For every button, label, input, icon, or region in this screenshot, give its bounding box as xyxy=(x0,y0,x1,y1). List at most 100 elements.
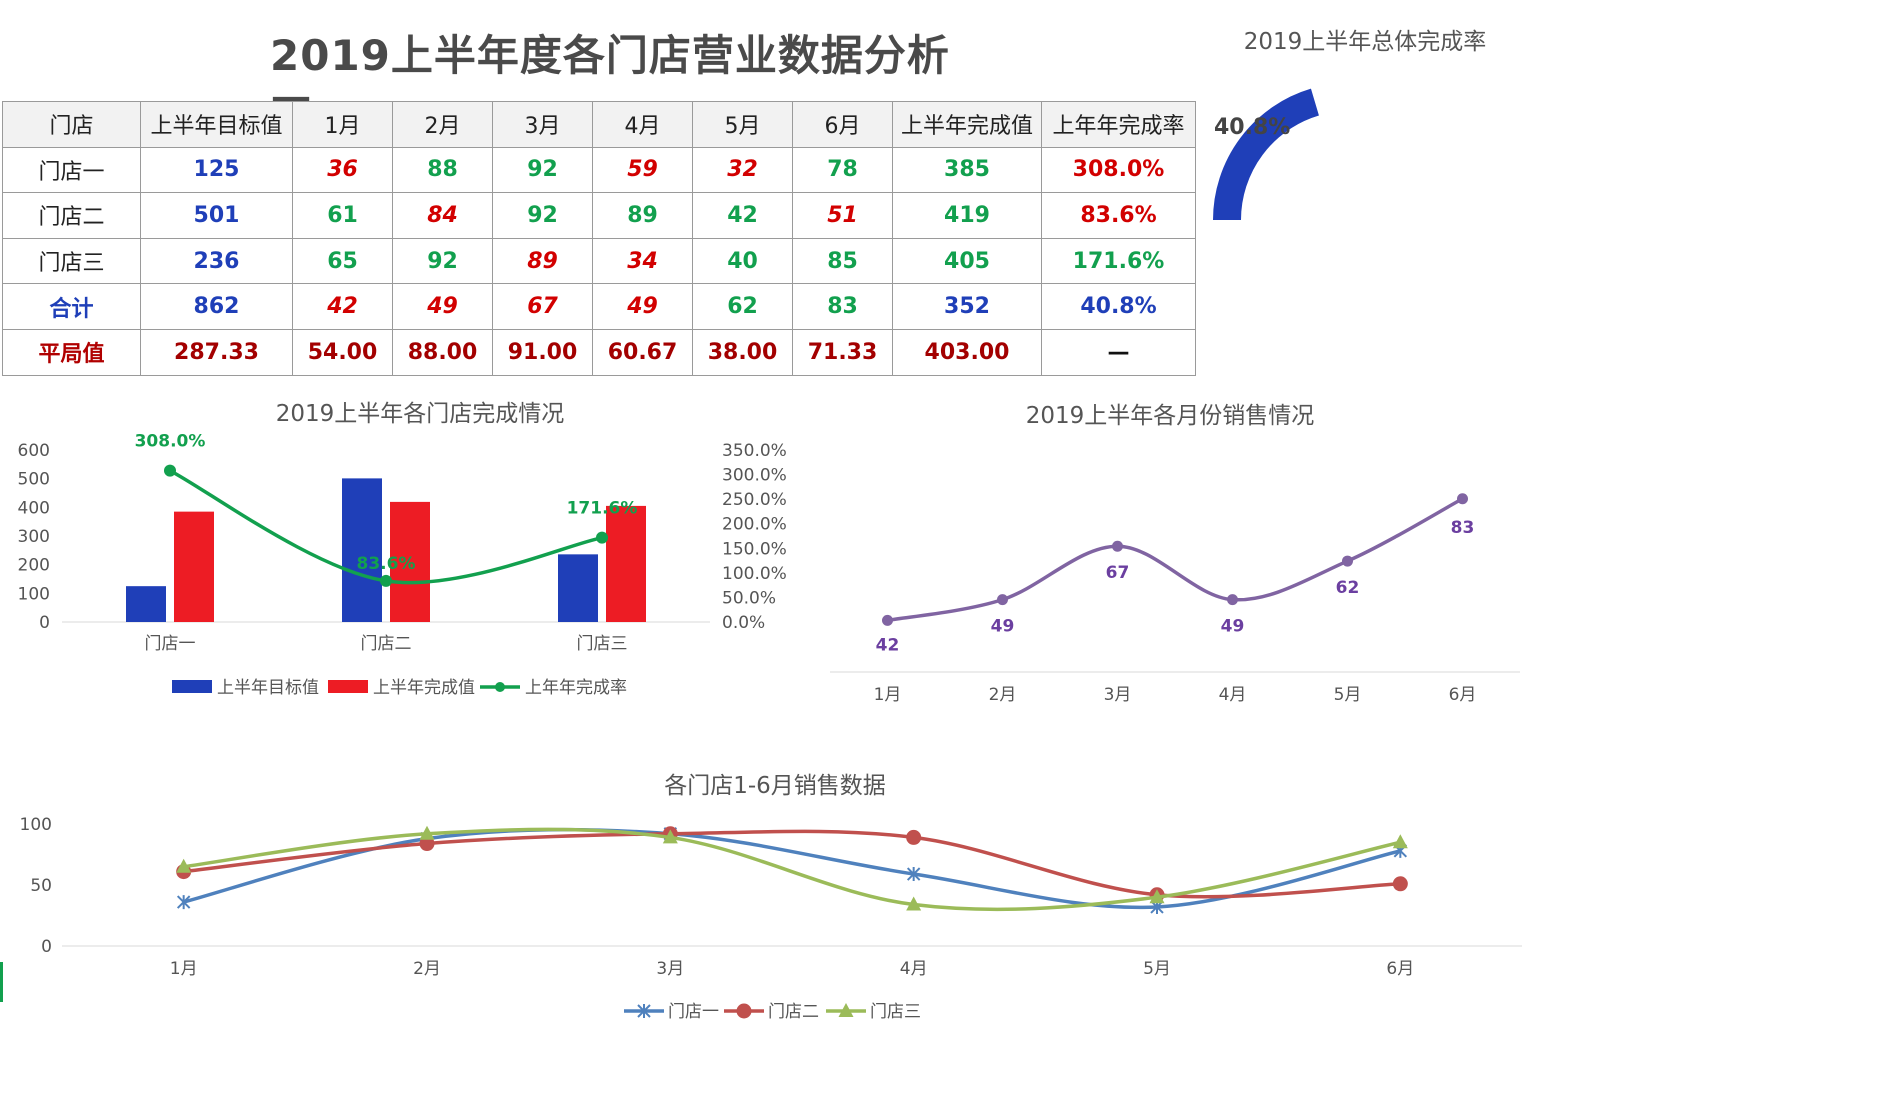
cell: 34 xyxy=(592,237,693,285)
table-header-row: 门店 上半年目标值 1月 2月 3月 4月 5月 6月 上半年完成值 上年年完成… xyxy=(2,101,1196,148)
cell: 36 xyxy=(292,146,393,194)
sales-point xyxy=(882,614,893,626)
cell: 71.33 xyxy=(792,328,893,376)
series-line xyxy=(183,829,1401,899)
y-tick-label: 0 xyxy=(39,613,50,633)
x-tick-label: 4月 xyxy=(900,959,928,979)
legend-label: 上半年完成值 xyxy=(373,678,475,698)
header-jan: 1月 xyxy=(292,101,393,148)
series-point xyxy=(1392,876,1408,892)
cell: 287.33 xyxy=(140,328,293,376)
row-name: 门店一 xyxy=(2,146,141,194)
cell: 61 xyxy=(292,192,393,239)
cell: — xyxy=(1041,328,1196,376)
cell: 405 xyxy=(892,237,1042,285)
x-tick-label: 3月 xyxy=(1104,685,1132,705)
cell: 49 xyxy=(592,283,693,330)
y-tick-label: 200 xyxy=(18,556,50,576)
sales-point xyxy=(1227,594,1238,606)
cell: 84 xyxy=(392,192,493,239)
y-tick-label: 600 xyxy=(18,441,50,461)
series-point xyxy=(906,867,921,882)
data-label: 62 xyxy=(1336,578,1360,598)
header-feb: 2月 xyxy=(392,101,493,148)
accent-bar xyxy=(0,962,3,1002)
cell: 40 xyxy=(692,237,793,285)
cell: 32 xyxy=(692,146,793,194)
sales-line xyxy=(887,497,1464,623)
cell: 67 xyxy=(492,283,593,330)
bar xyxy=(558,554,598,622)
y-tick-label: 400 xyxy=(18,498,50,518)
table-row: 门店一 125 36 88 92 59 32 78 385 308.0% xyxy=(2,146,1196,194)
cell: 92 xyxy=(392,237,493,285)
cell: 60.67 xyxy=(592,328,693,376)
rate-point xyxy=(596,531,608,544)
series-point xyxy=(1149,889,1165,904)
header-apr: 4月 xyxy=(592,101,693,148)
series-point xyxy=(1392,834,1408,849)
x-tick-label: 1月 xyxy=(874,685,902,705)
series-point xyxy=(838,1003,854,1017)
header-jun: 6月 xyxy=(792,101,893,148)
store-completion-chart: 0 100 200 300 400 500 600 0.0% 50.0% 100.0% 150.0%… xyxy=(18,432,787,698)
cell: 236 xyxy=(140,237,293,285)
sales-table: 门店 上半年目标值 1月 2月 3月 4月 5月 6月 上半年完成值 上年年完成… xyxy=(2,101,1196,376)
y2-tick-label: 0.0% xyxy=(722,613,765,633)
y2-tick-label: 350.0% xyxy=(722,441,787,461)
data-label: 83.6% xyxy=(357,554,416,574)
y2-tick-label: 200.0% xyxy=(722,515,787,535)
series-point xyxy=(906,896,922,911)
y2-tick-label: 50.0% xyxy=(722,588,776,608)
cell: 308.0% xyxy=(1041,146,1196,194)
data-label: 171.6% xyxy=(567,499,638,519)
bar xyxy=(126,586,166,622)
sales-point xyxy=(1342,555,1353,567)
sales-point xyxy=(1457,493,1468,505)
sales-point xyxy=(997,594,1008,606)
y-tick-label: 100 xyxy=(18,584,50,604)
y2-tick-label: 250.0% xyxy=(722,490,787,510)
legend-swatch xyxy=(172,680,212,693)
x-tick-label: 4月 xyxy=(1219,685,1247,705)
series-point xyxy=(176,895,191,910)
x-tick-label: 2月 xyxy=(989,685,1017,705)
row-name: 门店二 xyxy=(2,192,141,239)
y-tick-label: 100 xyxy=(20,815,52,835)
table-row: 门店二 501 61 84 92 89 42 51 419 83.6% xyxy=(2,192,1196,239)
x-tick-label: 5月 xyxy=(1334,685,1362,705)
sales-point xyxy=(1112,540,1123,552)
legend-swatch xyxy=(328,680,368,693)
x-tick-label: 1月 xyxy=(170,959,198,979)
rate-point xyxy=(380,574,392,587)
row-name: 平局值 xyxy=(2,328,141,376)
x-tick-label: 6月 xyxy=(1386,959,1414,979)
cell: 65 xyxy=(292,237,393,285)
stores-monthly-chart-title: 各门店1-6月销售数据 xyxy=(664,773,886,799)
x-tick-label: 门店三 xyxy=(577,634,628,654)
series-point xyxy=(736,1003,752,1019)
series-point xyxy=(176,858,192,873)
header-target: 上半年目标值 xyxy=(140,101,293,148)
cell: 62 xyxy=(692,283,793,330)
monthly-sales-chart: 42 49 67 49 62 83 1月 2月 3月 4月 5月 6月 xyxy=(830,493,1520,705)
y2-tick-label: 100.0% xyxy=(722,564,787,584)
x-tick-label: 3月 xyxy=(656,959,684,979)
legend-label: 门店二 xyxy=(768,1002,819,1022)
table-row-average: 平局值 287.33 54.00 88.00 91.00 60.67 38.00… xyxy=(2,328,1196,376)
x-tick-label: 门店一 xyxy=(145,634,196,654)
cell: 92 xyxy=(492,146,593,194)
cell: 51 xyxy=(792,192,893,239)
series-line xyxy=(183,827,1401,912)
row-name: 门店三 xyxy=(2,237,141,285)
cell: 501 xyxy=(140,192,293,239)
cell: 92 xyxy=(492,192,593,239)
x-tick-label: 2月 xyxy=(413,959,441,979)
cell: 89 xyxy=(592,192,693,239)
cell: 88 xyxy=(392,146,493,194)
cell: 88.00 xyxy=(392,328,493,376)
legend-label: 门店三 xyxy=(870,1002,921,1022)
gauge-chart: 40.8% xyxy=(1213,88,1320,221)
rate-point xyxy=(164,464,176,477)
